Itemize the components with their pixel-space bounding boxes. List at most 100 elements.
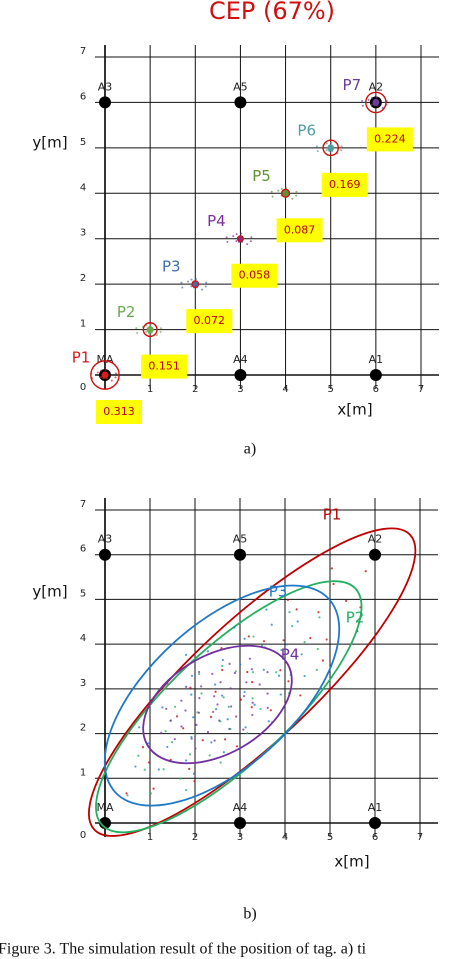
sample-dot: [228, 727, 231, 731]
sample-dot: [166, 682, 169, 686]
y-tick-label: 1: [80, 767, 86, 778]
sample-dot: [325, 638, 328, 641]
sample-dot: [258, 683, 261, 686]
sample-dot: [184, 709, 187, 712]
sample-dot: [180, 281, 183, 284]
y-tick-label: 2: [80, 273, 86, 284]
sample-dot: [344, 599, 348, 603]
sample-dot: [325, 142, 328, 145]
sample-dot: [266, 706, 269, 709]
cep-label: 0.224: [374, 132, 406, 145]
sample-dot: [251, 681, 254, 684]
point: [282, 189, 290, 197]
anchor: [234, 548, 246, 561]
point: [101, 371, 109, 379]
cep-box: [141, 354, 188, 379]
cep-circle: [237, 235, 244, 243]
sample-dot: [200, 692, 203, 695]
sample-dot: [235, 745, 239, 748]
sample-dot: [110, 379, 113, 382]
y-tick-label: 7: [80, 499, 86, 510]
sample-dot: [251, 670, 255, 674]
sample-dot: [325, 149, 328, 152]
ellipse: [103, 584, 341, 807]
sample-dot: [195, 278, 198, 281]
anchor-label: A1: [368, 801, 383, 814]
sample-dot: [270, 190, 273, 193]
anchor-label: A4: [233, 801, 248, 814]
sample-dot: [173, 705, 177, 708]
cep-label: 0.169: [329, 178, 361, 191]
sample-dot: [169, 719, 172, 722]
sample-dot: [246, 732, 249, 735]
sample-dot: [287, 680, 290, 683]
sample-dot: [361, 99, 364, 102]
sample-dot: [295, 190, 298, 193]
sample-dot: [240, 232, 243, 235]
sample-dot: [159, 330, 162, 333]
anchor: [99, 548, 111, 561]
sample-dot: [104, 368, 107, 371]
y-tick-label: 7: [80, 46, 86, 57]
sample-dot: [316, 150, 319, 153]
cep-label: 0.072: [194, 314, 226, 327]
sample-dot: [179, 777, 182, 780]
cep-circle: [365, 91, 387, 114]
sample-dot: [173, 738, 176, 741]
sample-dot: [149, 323, 152, 326]
sample-dot: [249, 240, 252, 243]
sample-dot: [200, 685, 203, 688]
cep-box: [96, 400, 142, 424]
sample-dot: [219, 681, 222, 684]
point-label: P2: [117, 303, 136, 321]
sample-dot: [166, 745, 169, 749]
cep-box: [276, 218, 323, 243]
sample-dot: [99, 376, 102, 379]
sample-dot: [364, 570, 367, 573]
sample-dot: [185, 759, 188, 762]
sample-dot: [229, 687, 232, 690]
sample-dot: [367, 98, 370, 101]
x-tick-label: 4: [282, 384, 288, 395]
sample-dot: [291, 624, 294, 628]
sample-dot: [206, 650, 210, 653]
chart-title: CEP (67%): [209, 0, 335, 25]
sample-dot: [233, 626, 236, 629]
point: [191, 280, 199, 288]
sample-dot: [303, 674, 306, 678]
sample-dot: [187, 280, 190, 283]
sample-dot: [194, 733, 197, 736]
x-tick-label: 1: [147, 384, 153, 395]
sample-dot: [266, 671, 269, 674]
sample-dot: [219, 761, 222, 764]
sample-dot: [251, 697, 254, 700]
y-tick-label: 3: [80, 228, 86, 239]
sample-dot: [205, 281, 208, 284]
sample-dot: [295, 608, 298, 611]
ellipse-label: P4: [281, 646, 300, 664]
sample-dot: [250, 706, 253, 709]
anchor-label: A5: [233, 80, 248, 93]
sample-dot: [206, 730, 210, 734]
sample-dot: [226, 241, 229, 244]
sample-dot: [197, 711, 201, 714]
anchor-label: A5: [233, 533, 248, 546]
sample-dot: [201, 739, 204, 742]
sample-dot: [165, 707, 168, 710]
sample-dot: [332, 582, 335, 586]
sample-dot: [370, 103, 373, 106]
cep-circle: [322, 139, 340, 157]
cep-circle: [142, 322, 158, 338]
sample-dot: [194, 747, 197, 750]
sample-dot: [193, 780, 196, 783]
sample-dot: [242, 728, 245, 731]
sample-dot: [188, 767, 191, 770]
anchor: [234, 817, 246, 829]
sample-dot: [152, 787, 155, 790]
y-axis-label: y[m]: [32, 583, 67, 601]
anchor: [99, 96, 111, 109]
sample-dot: [100, 369, 103, 372]
sample-dot: [198, 672, 201, 676]
cep-label: 0.058: [239, 269, 271, 282]
